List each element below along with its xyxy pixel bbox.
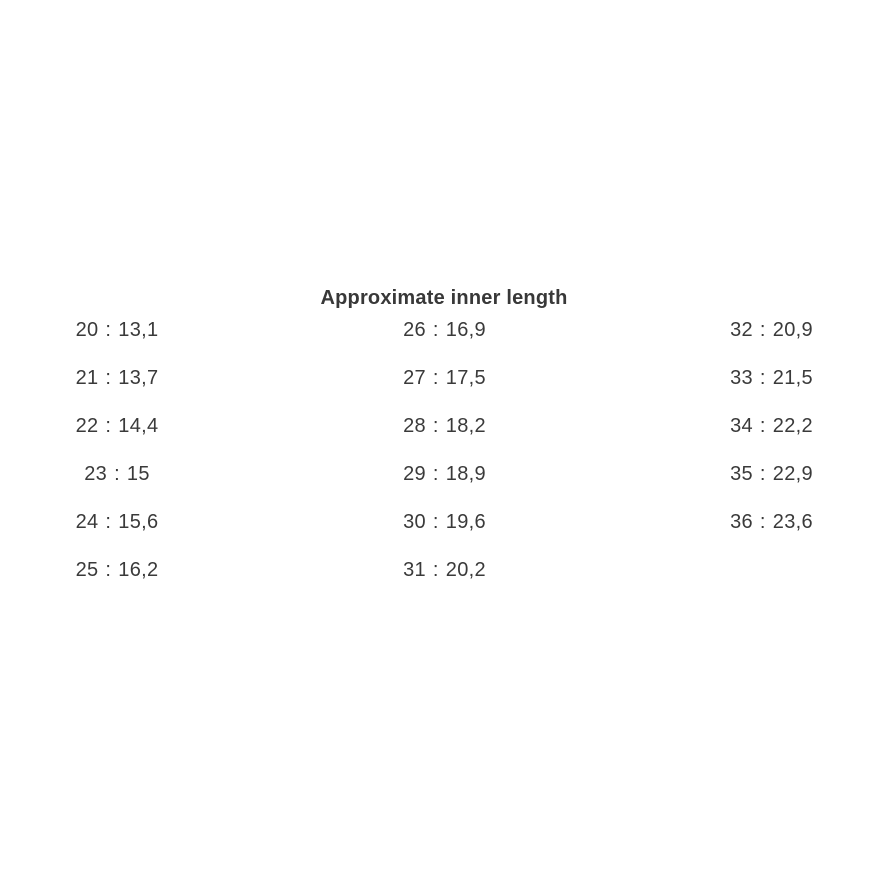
- size-length-pair: 24:15,6: [0, 498, 234, 546]
- colon-separator: :: [432, 414, 439, 437]
- length-value: 16,2: [118, 558, 159, 581]
- size-length-pair: 23:15: [0, 450, 234, 498]
- size-length-pair: 35:22,9: [655, 450, 888, 498]
- length-value: 20,2: [445, 558, 486, 581]
- size-column-3: 32:20,9 33:21,5 34:22,2 35:22,9 36:23,6: [655, 306, 888, 594]
- length-value: 18,9: [445, 462, 486, 485]
- colon-separator: :: [432, 366, 439, 389]
- size-value: 25: [75, 558, 99, 581]
- colon-separator: :: [105, 558, 112, 581]
- size-length-pair: 33:21,5: [655, 354, 888, 402]
- colon-separator: :: [105, 414, 112, 437]
- length-value: 20,9: [772, 318, 813, 341]
- size-length-pair: 25:16,2: [0, 546, 234, 594]
- size-value: 20: [75, 318, 99, 341]
- colon-separator: :: [105, 366, 112, 389]
- colon-separator: :: [759, 462, 766, 485]
- size-length-pair: 21:13,7: [0, 354, 234, 402]
- length-value: 18,2: [445, 414, 486, 437]
- length-value: 19,6: [445, 510, 486, 533]
- size-value: 31: [403, 558, 426, 581]
- size-value: 32: [730, 318, 753, 341]
- length-value: 23,6: [772, 510, 813, 533]
- page-title: Approximate inner length: [320, 287, 568, 309]
- size-value: 28: [403, 414, 426, 437]
- colon-separator: :: [432, 510, 439, 533]
- colon-separator: :: [759, 510, 766, 533]
- size-value: 26: [403, 318, 426, 341]
- size-length-pair: 32:20,9: [655, 306, 888, 354]
- size-value: 21: [75, 366, 99, 389]
- size-length-pair: 27:17,5: [234, 354, 655, 402]
- size-length-pair: 22:14,4: [0, 402, 234, 450]
- size-chart-grid: 20:13,1 21:13,7 22:14,4 23:15 24:15,6 25…: [0, 306, 888, 594]
- length-value: 14,4: [118, 414, 159, 437]
- length-value: 15,6: [118, 510, 159, 533]
- size-value: 34: [730, 414, 753, 437]
- size-value: 24: [75, 510, 99, 533]
- size-length-pair: 20:13,1: [0, 306, 234, 354]
- size-length-pair: 30:19,6: [234, 498, 655, 546]
- length-value: 13,7: [118, 366, 159, 389]
- size-value: 22: [75, 414, 99, 437]
- size-column-1: 20:13,1 21:13,7 22:14,4 23:15 24:15,6 25…: [0, 306, 234, 594]
- size-length-pair: 34:22,2: [655, 402, 888, 450]
- colon-separator: :: [432, 462, 439, 485]
- colon-separator: :: [114, 462, 120, 485]
- length-value: 16,9: [445, 318, 486, 341]
- size-column-2: 26:16,9 27:17,5 28:18,2 29:18,9 30:19,6 …: [234, 306, 655, 594]
- length-value: 21,5: [772, 366, 813, 389]
- colon-separator: :: [432, 318, 439, 341]
- size-value: 23: [84, 462, 108, 485]
- size-length-pair: 31:20,2: [234, 546, 655, 594]
- colon-separator: :: [759, 414, 766, 437]
- colon-separator: :: [105, 318, 112, 341]
- length-value: 13,1: [118, 318, 159, 341]
- size-value: 36: [730, 510, 753, 533]
- length-value: 22,9: [772, 462, 813, 485]
- length-value: 15: [126, 462, 150, 485]
- length-value: 22,2: [772, 414, 813, 437]
- size-length-pair: 26:16,9: [234, 306, 655, 354]
- length-value: 17,5: [445, 366, 486, 389]
- colon-separator: :: [759, 318, 766, 341]
- size-value: 35: [730, 462, 753, 485]
- size-length-pair: 28:18,2: [234, 402, 655, 450]
- colon-separator: :: [105, 510, 112, 533]
- size-value: 30: [403, 510, 426, 533]
- size-value: 29: [403, 462, 426, 485]
- colon-separator: :: [759, 366, 766, 389]
- size-length-pair: 29:18,9: [234, 450, 655, 498]
- size-value: 27: [403, 366, 426, 389]
- size-value: 33: [730, 366, 753, 389]
- colon-separator: :: [432, 558, 439, 581]
- size-length-pair: 36:23,6: [655, 498, 888, 546]
